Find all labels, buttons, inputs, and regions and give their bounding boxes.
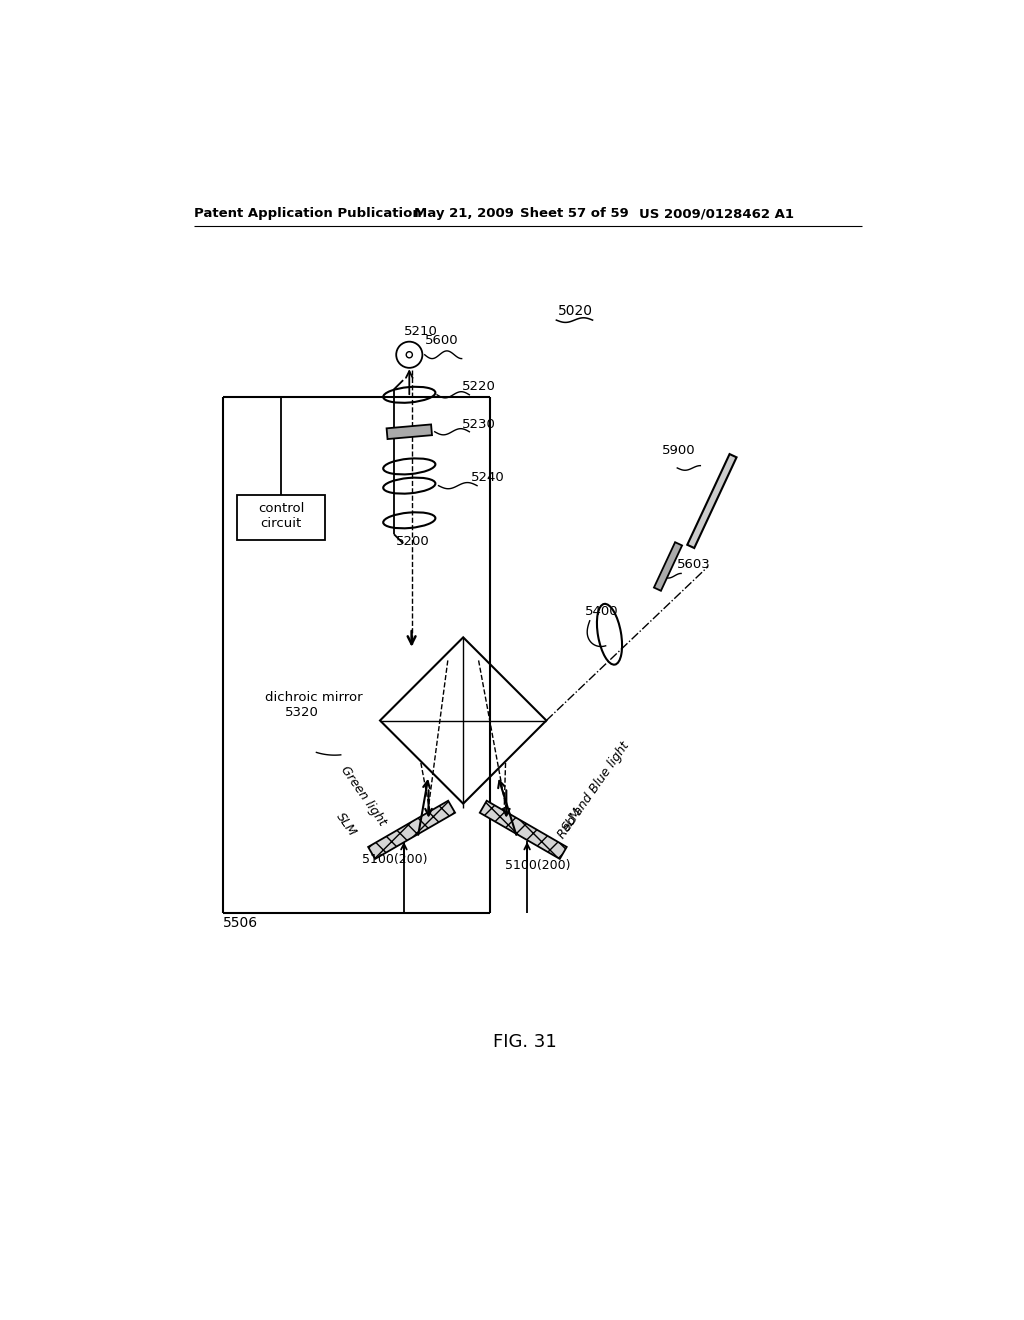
Text: 5506: 5506 [223, 916, 258, 931]
Text: 5230: 5230 [462, 417, 496, 430]
Polygon shape [654, 543, 682, 591]
Text: 5210: 5210 [403, 325, 438, 338]
Text: May 21, 2009: May 21, 2009 [414, 207, 514, 220]
Text: 5020: 5020 [558, 304, 593, 318]
Text: 5320: 5320 [285, 706, 318, 719]
Polygon shape [369, 801, 455, 859]
Text: US 2009/0128462 A1: US 2009/0128462 A1 [639, 207, 794, 220]
Text: 5603: 5603 [677, 558, 711, 572]
Text: Green light: Green light [339, 764, 389, 828]
Text: FIG. 31: FIG. 31 [493, 1034, 557, 1051]
Text: 5100(200): 5100(200) [361, 853, 427, 866]
Text: 5200: 5200 [395, 536, 429, 548]
Text: 5240: 5240 [471, 471, 505, 484]
Text: control: control [258, 502, 304, 515]
Text: Red and Blue light: Red and Blue light [556, 739, 632, 841]
Text: Patent Application Publication: Patent Application Publication [194, 207, 422, 220]
Text: 5100(200): 5100(200) [505, 859, 570, 871]
Text: SLM: SLM [559, 805, 585, 833]
Polygon shape [687, 454, 736, 548]
Bar [237, 495, 326, 540]
Polygon shape [480, 801, 566, 859]
Text: dichroic mirror: dichroic mirror [265, 690, 362, 704]
Polygon shape [387, 425, 432, 440]
Text: 5220: 5220 [462, 380, 496, 393]
Text: 5600: 5600 [425, 334, 459, 347]
Text: Sheet 57 of 59: Sheet 57 of 59 [520, 207, 629, 220]
Text: circuit: circuit [260, 517, 302, 529]
Text: SLM: SLM [333, 810, 358, 838]
Text: 5400: 5400 [585, 605, 618, 618]
Text: 5900: 5900 [662, 445, 695, 458]
